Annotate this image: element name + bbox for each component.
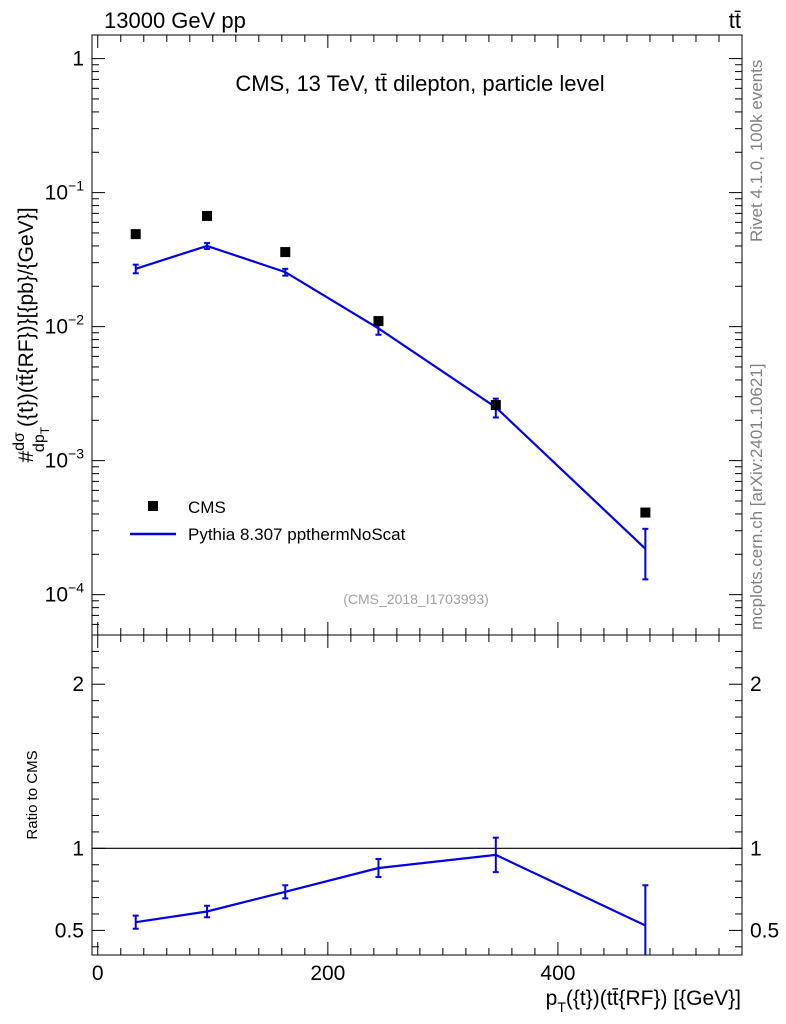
x-label-main: p	[546, 987, 558, 1010]
tick-label-exponent: −1	[68, 178, 84, 194]
main-y-tick-label: 10−4	[45, 580, 85, 607]
x-tick-label: 0	[92, 962, 104, 985]
analysis-annotation: (CMS_2018_I1703993)	[343, 591, 489, 607]
ratio-y-tick-label-right: 0.5	[750, 919, 779, 942]
ratio-line-pythia	[135, 853, 646, 927]
data-point-cms	[202, 210, 213, 221]
data-point-cms	[490, 400, 501, 411]
main-y-tick-label: 10−2	[45, 312, 85, 339]
ratio-y-tick-label-left: 1	[72, 837, 84, 860]
legend-marker-cms	[148, 501, 158, 511]
data-point-cms	[373, 316, 384, 327]
ratio-y-tick-label-right: 1	[750, 837, 762, 860]
tick-label-base: 10	[45, 182, 68, 205]
ratio-y-axis-label: Ratio to CMS	[24, 750, 41, 839]
ratio-tick-labels: 0.5 0.5 1 1 2 2 0 200 400	[55, 673, 779, 985]
main-y-tick-labels: 110−110−210−310−4	[45, 48, 85, 607]
main-y-axis-label: #dσ dpT({t})(tt̄{RF})}[{pb}/{GeV}]	[11, 207, 52, 462]
x-label-rest: ({t})(tt̄{RF}) [{GeV}]	[566, 987, 741, 1010]
data-point-cms	[640, 507, 651, 518]
data-point-cms	[130, 229, 141, 240]
y-label-den: dp	[31, 434, 48, 452]
tick-label-exponent: −3	[68, 446, 84, 462]
tick-label-exponent: −2	[68, 312, 84, 328]
rivet-label: Rivet 4.1.0, 100k events	[747, 60, 766, 242]
series-line-pythia	[135, 244, 647, 550]
x-axis-label: pT({t})(tt̄{RF}) [{GeV}]	[546, 987, 741, 1015]
tick-label-exponent: −4	[68, 580, 84, 596]
y-label-num: dσ	[11, 432, 28, 451]
source-label: mcplots.cern.ch [arXiv:2401.10621]	[747, 364, 766, 630]
ratio-y-tick-label-left: 2	[72, 673, 84, 696]
main-axis-ticks	[92, 35, 743, 636]
data-point-cms	[280, 247, 291, 258]
header-left: 13000 GeV pp	[104, 8, 246, 33]
x-tick-label: 200	[310, 962, 345, 985]
y-label-sub: T	[38, 426, 52, 434]
x-label-sub: T	[557, 999, 566, 1015]
x-tick-label: 400	[540, 962, 575, 985]
main-y-tick-label: 1	[72, 48, 84, 71]
chart-title: CMS, 13 TeV, tt̄ dilepton, particle leve…	[235, 71, 604, 96]
y-label-prefix: #	[15, 451, 38, 463]
legend-label-cms: CMS	[188, 498, 226, 517]
main-plot-area	[130, 210, 651, 581]
tick-label-base: 10	[45, 450, 68, 473]
tick-label-base: 10	[45, 584, 68, 607]
ratio-panel-frame	[91, 634, 743, 956]
tick-label-base: 10	[45, 316, 68, 339]
legend-label-pythia: Pythia 8.307 ppthermNoScat	[188, 525, 406, 544]
ratio-axis-ticks	[92, 634, 743, 955]
header-right: tt̄	[729, 8, 741, 33]
ratio-y-tick-label-left: 0.5	[55, 919, 84, 942]
ratio-y-tick-label-right: 2	[750, 673, 762, 696]
y-label-suffix: ({t})(tt̄{RF})}[{pb}/{GeV}]	[15, 207, 38, 426]
legend: CMS Pythia 8.307 ppthermNoScat	[130, 498, 406, 544]
ratio-plot-area	[92, 836, 742, 955]
main-y-tick-label: 10−3	[45, 446, 85, 473]
main-y-tick-label: 10−1	[45, 178, 85, 205]
